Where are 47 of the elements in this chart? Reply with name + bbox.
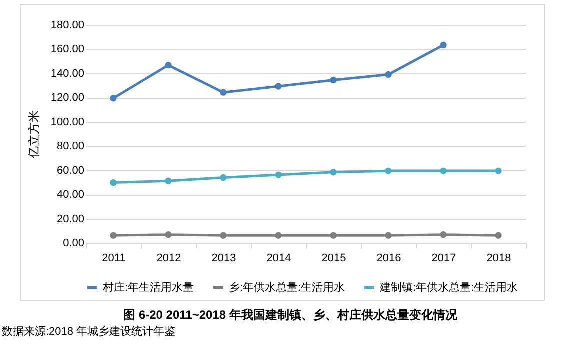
point (330, 232, 337, 239)
y-tick-label: 140.00 (50, 68, 84, 80)
point (495, 232, 502, 239)
x-tick-label: 2017 (432, 252, 456, 264)
point (165, 232, 172, 238)
x-tick-label: 2011 (102, 252, 126, 264)
point (440, 42, 447, 49)
legend-label: 乡:年供水总量:生活用水 (229, 280, 346, 294)
x-tick-label: 2013 (212, 252, 236, 264)
x-tick-label: 2016 (376, 252, 402, 264)
point (110, 95, 117, 102)
y-tick-label: 20.00 (56, 213, 84, 226)
point (385, 168, 392, 174)
y-tick-label: 120.00 (50, 92, 84, 104)
x-tick-label: 2018 (486, 252, 512, 264)
point (385, 232, 392, 239)
point (275, 172, 282, 178)
point (110, 179, 117, 186)
point (110, 232, 117, 239)
x-tick-label: 2012 (156, 252, 182, 264)
point (220, 232, 227, 239)
point (165, 62, 172, 69)
point (165, 178, 172, 184)
point (220, 89, 227, 96)
source-note: 数据来源:2018 年城乡建设统计年鉴 (2, 324, 177, 339)
y-tick-label: 180.00 (50, 20, 84, 32)
x-tick-label: 2014 (266, 252, 292, 264)
legend-label: 村庄:年生活用水量 (102, 280, 194, 294)
point (385, 71, 392, 78)
y-axis-title: 亿立方米 (26, 110, 41, 160)
y-tick-label: 80.00 (56, 140, 84, 153)
text: 图 6-20 2011~2018 年我国建制镇、乡、村庄供水总量变化情况 (122, 307, 458, 324)
point (330, 76, 337, 84)
point (275, 232, 282, 239)
x-tick-label: 2015 (322, 252, 346, 264)
point (220, 174, 227, 182)
y-tick-label: 100.00 (50, 116, 84, 128)
y-tick-label: 160.00 (50, 44, 84, 56)
point (440, 232, 447, 238)
y-tick-label: 40.00 (56, 189, 84, 202)
y-tick-label: 60.00 (56, 164, 84, 177)
point (330, 169, 337, 176)
y-tick-label: 0.00 (63, 238, 84, 250)
point (495, 168, 502, 174)
point (275, 83, 282, 90)
point (440, 168, 447, 174)
legend-label: 建制镇:年供水总量:生活用水 (379, 280, 518, 294)
